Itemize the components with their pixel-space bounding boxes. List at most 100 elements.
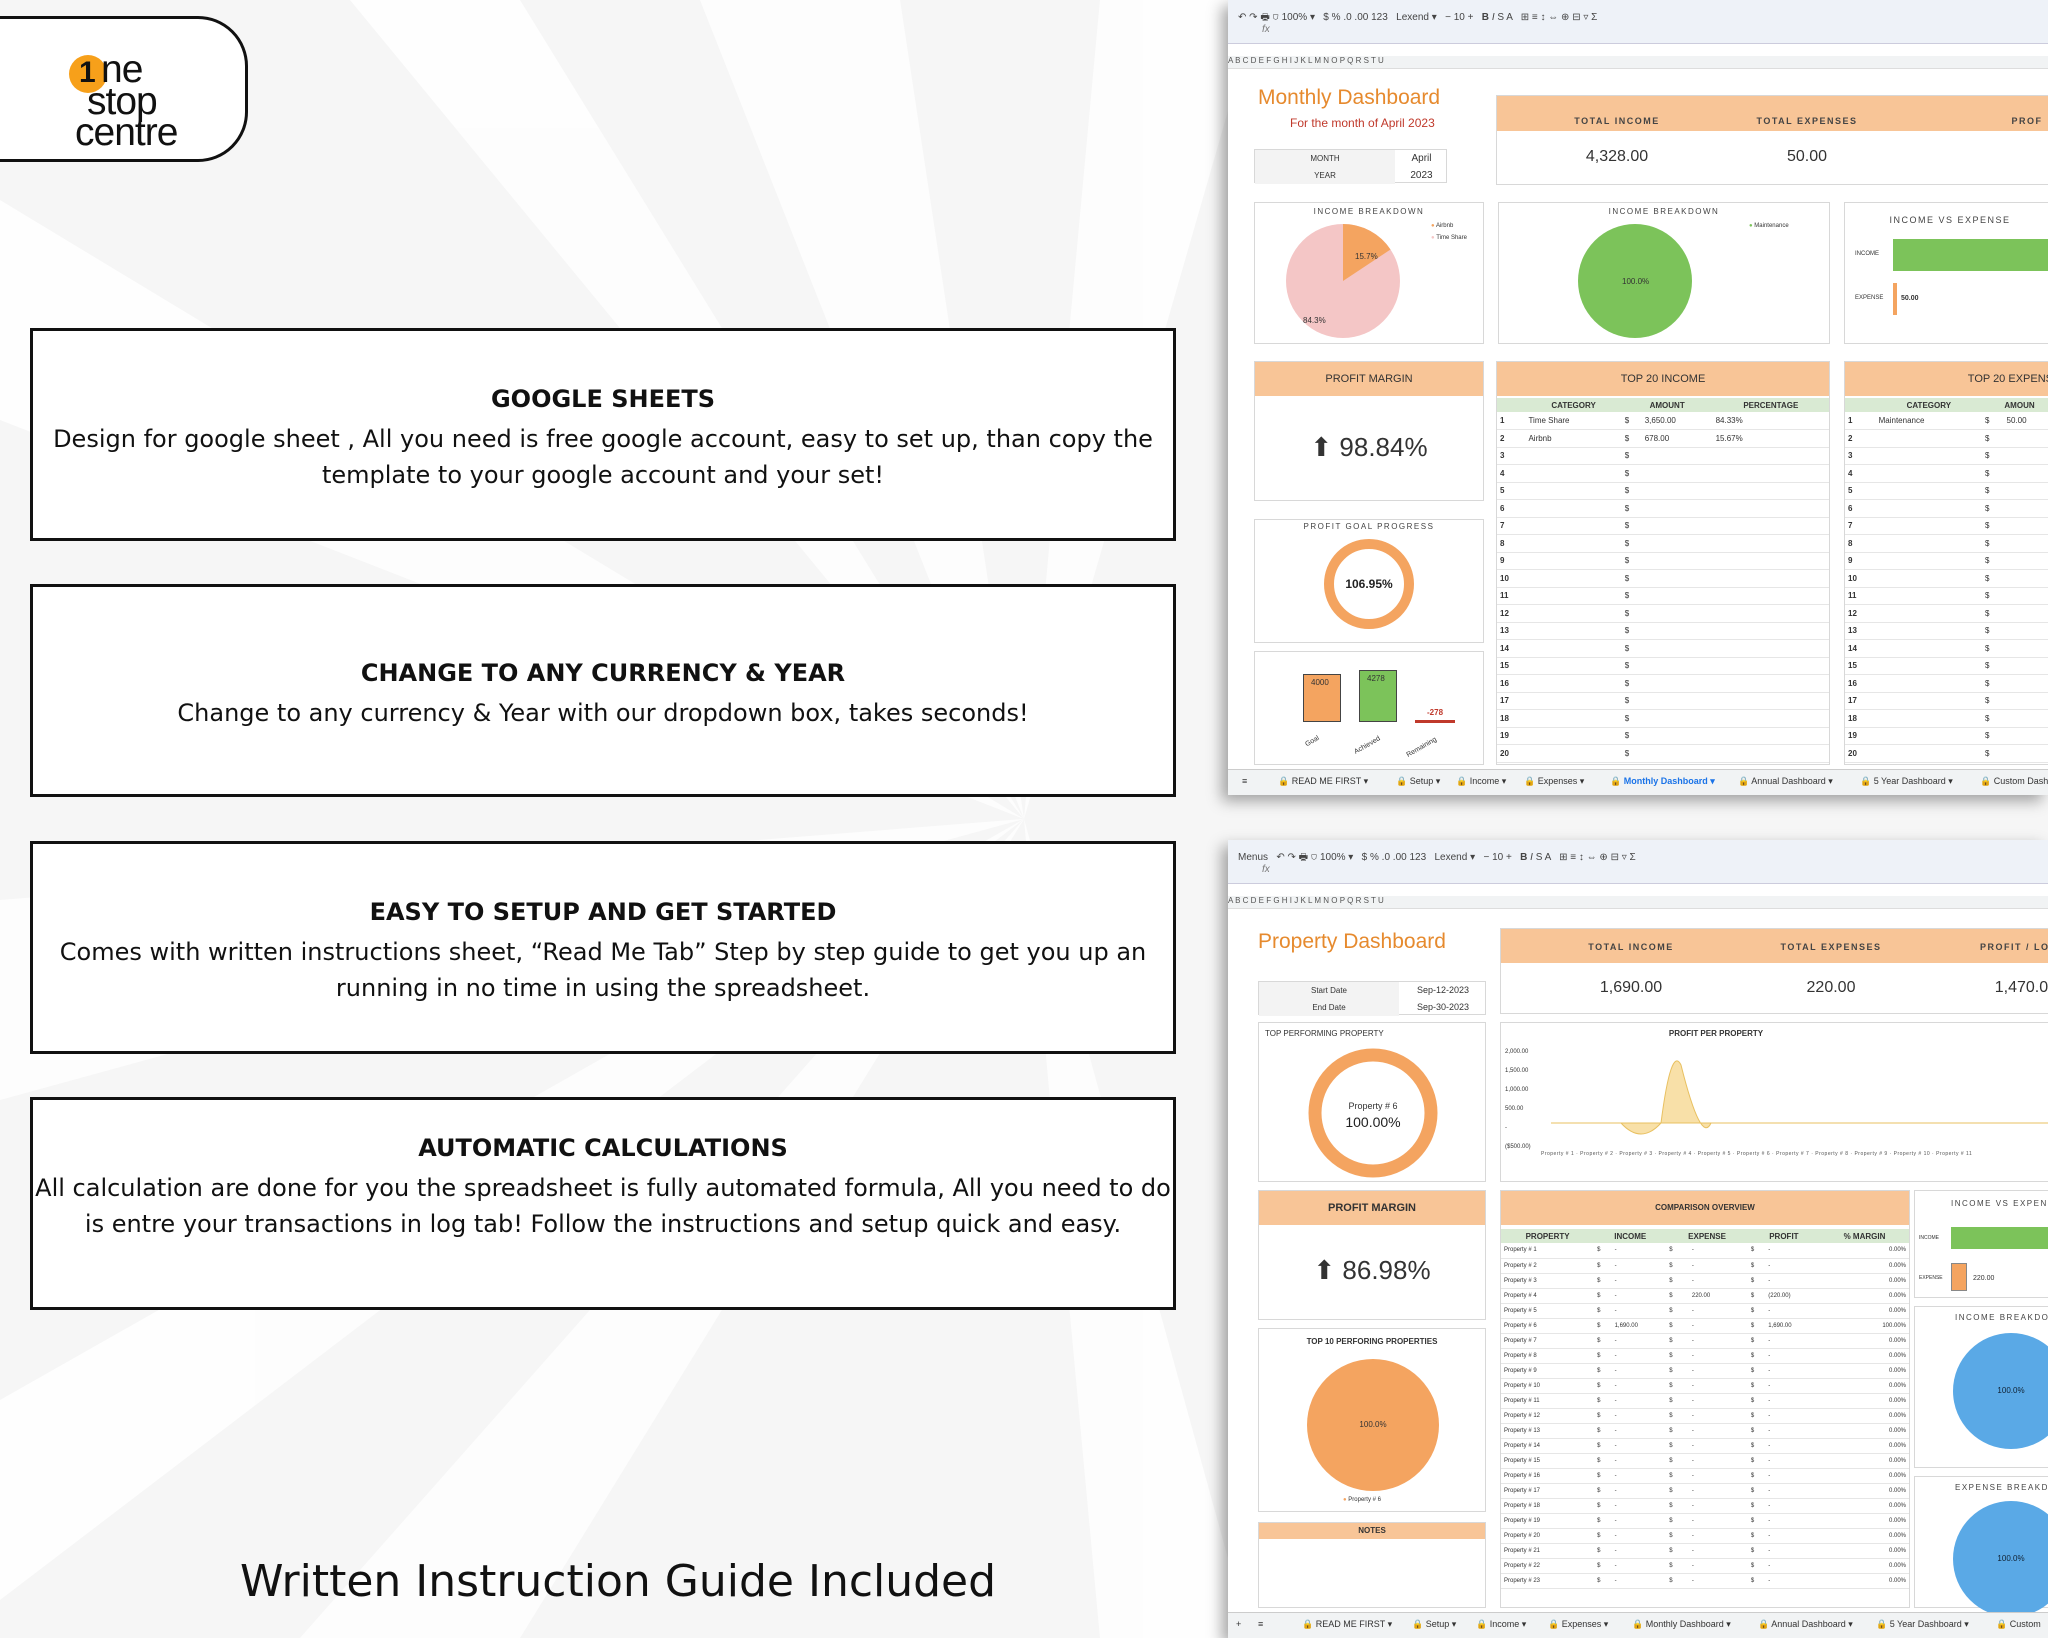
tab-read-me-first[interactable]: 🔒 READ ME FIRST ▾	[1278, 776, 1369, 786]
month-dropdown[interactable]: April	[1411, 153, 1432, 164]
goal-percentage: 106.95%	[1345, 577, 1393, 591]
goal-title: PROFIT GOAL PROGRESS	[1303, 522, 1435, 531]
sheet-tabs: ≡ 🔒 READ ME FIRST ▾ 🔒 Setup ▾ 🔒 Income ▾…	[1228, 769, 2048, 795]
table-row: Property # 21 $ - $ - $ -0.00%	[1501, 1543, 1909, 1559]
profit-goal-progress-card: PROFIT GOAL PROGRESS 106.95%	[1254, 519, 1484, 643]
tab-income[interactable]: 🔒 Income ▾	[1476, 1619, 1527, 1629]
donut-ring	[1308, 1048, 1438, 1178]
col-amount: AMOUN	[1982, 398, 2048, 412]
sheets-menu-icon[interactable]: ≡	[1242, 776, 1248, 786]
table-row: Property # 23 $ - $ - $ -0.00%	[1501, 1573, 1909, 1589]
tab-setup[interactable]: 🔒 Setup ▾	[1396, 776, 1441, 786]
legend-label: Airbnb	[1435, 223, 1454, 229]
tab-income[interactable]: 🔒 Income ▾	[1456, 776, 1507, 786]
total-income-value: 4,328.00	[1585, 148, 1649, 165]
tab-read-me-first[interactable]: 🔒 READ ME FIRST ▾	[1302, 1619, 1393, 1629]
top-expense-title: TOP 20 EXPENS	[1845, 362, 2048, 396]
table-row: 13 $	[1845, 622, 2048, 640]
end-date-label: End Date	[1259, 999, 1399, 1016]
ppp-y-axis: 2,000.00 1,500.00 1,000.00 500.00 - ($50…	[1505, 1043, 1531, 1157]
income-breakdown-pie: 100.0%	[1953, 1333, 2048, 1449]
dashboard-title: Monthly Dashboard	[1258, 86, 1441, 109]
tab-expenses[interactable]: 🔒 Expenses ▾	[1524, 776, 1585, 786]
top-expense-table-card: TOP 20 EXPENS CATEGORY AMOUN 1 Maintenance…	[1844, 361, 2048, 765]
tab-monthly-dashboard[interactable]: 🔒 Monthly Dashboard ▾	[1610, 776, 1715, 786]
sheets-menu-icon[interactable]: ≡	[1258, 1619, 1264, 1629]
income-pie-chart: 15.7% 84.3%	[1286, 224, 1400, 338]
total-expenses-label: TOTAL EXPENSES	[1780, 942, 1882, 952]
table-row: 10 $	[1497, 569, 1829, 588]
table-row: Property # 14 $ - $ - $ -0.00%	[1501, 1438, 1909, 1454]
income-vs-expense-card: INCOME VS EXPEN INCOME EXPENSE 220.00	[1914, 1190, 2048, 1298]
total-expenses-value: 220.00	[1806, 979, 1856, 996]
tab-custom-dashboard[interactable]: 🔒 Custom Dash	[1980, 776, 2048, 786]
table-row: Property # 12 $ - $ - $ -0.00%	[1501, 1408, 1909, 1424]
table-row: 16 $	[1845, 674, 2048, 693]
y-tick: 1,500.00	[1505, 1068, 1529, 1074]
empty-expense-rows: 2 $3 $4 $5 $6 $7 $8 $9 $10 $11 $12 $13 $14 $15 $16 $17 $…	[1845, 429, 2048, 763]
table-row: 13 $	[1497, 622, 1829, 640]
ppp-area-chart	[1551, 1060, 2048, 1135]
tab-monthly-dashboard[interactable]: 🔒 Monthly Dashboard ▾	[1632, 1619, 1731, 1629]
profit-value: 4	[1997, 148, 2048, 166]
font-select[interactable]: Lexend	[1434, 852, 1468, 863]
tab-expenses[interactable]: 🔒 Expenses ▾	[1548, 1619, 1609, 1629]
pie-slice-airbnb	[1343, 224, 1391, 281]
table-row: 19 $	[1845, 727, 2048, 745]
year-dropdown[interactable]: 2023	[1410, 170, 1433, 181]
table-row: 1 Time Share $3,650.00 84.33%	[1497, 412, 1829, 430]
add-sheet-icon[interactable]: +	[1236, 1619, 1242, 1629]
end-date-input[interactable]: Sep-30-2023	[1416, 1002, 1470, 1012]
tab-annual-dashboard[interactable]: 🔒 Annual Dashboard ▾	[1758, 1619, 1853, 1629]
formula-bar[interactable]: fx	[1262, 24, 1270, 35]
table-row: 14 $	[1497, 639, 1829, 658]
table-row: Property # 19 $ - $ - $ -0.00%	[1501, 1513, 1909, 1529]
font-select[interactable]: Lexend	[1396, 12, 1429, 23]
formula-bar[interactable]: fx	[1262, 864, 1270, 875]
total-expenses-label: TOTAL EXPENSES	[1756, 116, 1858, 126]
feature-title: CHANGE TO ANY CURRENCY & YEAR	[360, 659, 846, 687]
menus-search[interactable]: Menus	[1238, 852, 1269, 863]
table-row: 20 $	[1497, 744, 1829, 763]
col-amount: AMOUNT	[1621, 398, 1713, 412]
tab-5-year-dashboard[interactable]: 🔒 5 Year Dashboard ▾	[1876, 1619, 1969, 1629]
top-10-properties-card: TOP 10 PERFORING PROPERTIES 100.0% ● Pro…	[1258, 1328, 1486, 1512]
top10-pie-chart: 100.0%	[1307, 1359, 1439, 1491]
table-row: 11 $	[1845, 587, 2048, 605]
feature-body: Comes with written instructions sheet, “…	[59, 938, 1147, 1002]
table-row: Property # 20 $ - $ - $ -0.00%	[1501, 1528, 1909, 1544]
pie-label: 100.0%	[1997, 1554, 2024, 1563]
legend-maintenance: ● Maintenance	[1749, 223, 1789, 229]
col-margin: % MARGIN	[1819, 1229, 1909, 1243]
property-dashboard-screenshot: Menus ↶ ↷ 🖶 ⛉ 100% ▾ $ % .0 .00 123 Lexe…	[1228, 840, 2048, 1638]
profit-loss-value: 1,470.00	[1994, 979, 2048, 996]
start-date-label: Start Date	[1259, 982, 1399, 999]
tab-5-year-dashboard[interactable]: 🔒 5 Year Dashboard ▾	[1860, 776, 1953, 786]
goal-ring	[1324, 539, 1414, 629]
table-row: 3 $	[1497, 447, 1829, 465]
table-row: 2 $	[1845, 429, 2048, 448]
profit-per-property-card: PROFIT PER PROPERTY 2,000.00 1,500.00 1,…	[1500, 1022, 2048, 1182]
ive-income-label: INCOME	[1919, 1235, 1939, 1241]
dashboard-title: Property Dashboard	[1258, 930, 1446, 953]
table-row: 7 $	[1845, 517, 2048, 535]
bar-goal	[1303, 674, 1341, 722]
table-row: Property # 3 $ - $ - $ -0.00%	[1501, 1273, 1909, 1289]
tab-custom-dashboard[interactable]: 🔒 Custom	[1996, 1619, 2041, 1629]
pie-label-maintenance: 100.0%	[1622, 277, 1649, 286]
start-date-input[interactable]: Sep-12-2023	[1416, 985, 1470, 995]
sheet-toolbar: Menus ↶ ↷ 🖶 ⛉ 100% ▾ $ % .0 .00 123 Lexe…	[1228, 840, 2048, 884]
font-size-input[interactable]: 10	[1453, 12, 1465, 23]
tab-annual-dashboard[interactable]: 🔒 Annual Dashboard ▾	[1738, 776, 1833, 786]
zoom-select[interactable]: 100%	[1319, 852, 1346, 863]
font-size-input[interactable]: 10	[1492, 852, 1504, 863]
col-category: CATEGORY	[1875, 398, 1983, 412]
top-property-value: 100.00%	[1345, 1114, 1400, 1130]
table-row: 4 $	[1497, 464, 1829, 483]
zoom-select[interactable]: 100%	[1281, 12, 1308, 23]
col-property: PROPERTY	[1501, 1229, 1595, 1243]
tab-setup[interactable]: 🔒 Setup ▾	[1412, 1619, 1457, 1629]
table-row: Property # 15 $ - $ - $ -0.00%	[1501, 1453, 1909, 1469]
y-tick: 1,000.00	[1505, 1087, 1529, 1093]
total-income-label: TOTAL INCOME	[1574, 116, 1660, 126]
